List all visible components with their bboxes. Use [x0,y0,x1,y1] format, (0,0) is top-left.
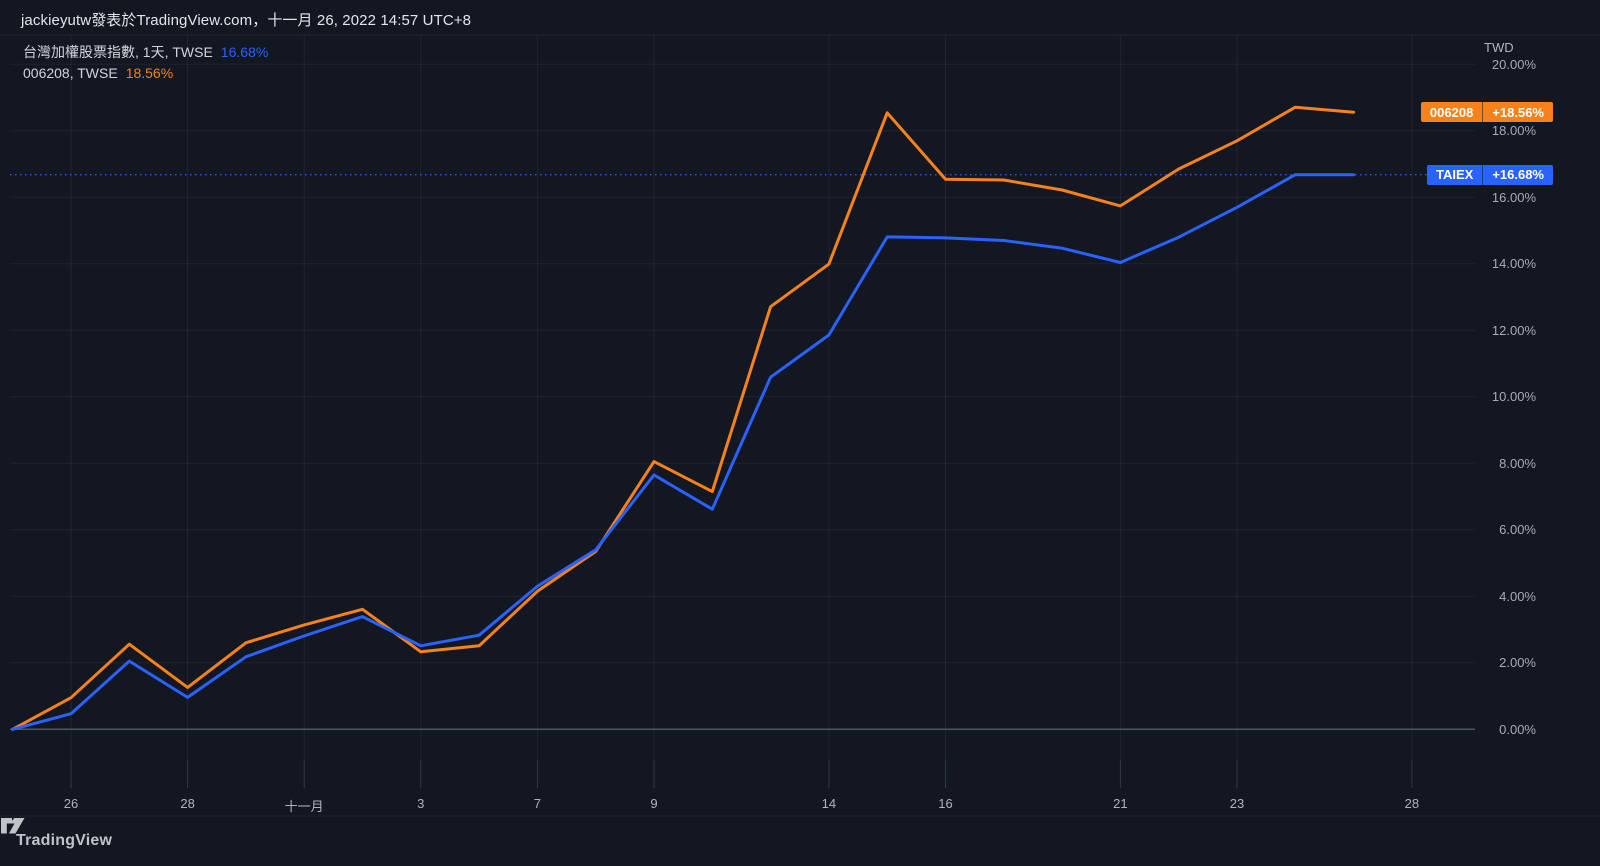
y-tick-label: 2.00% [1499,655,1536,671]
tradingview-logo-link[interactable]: TradingView [1,818,113,850]
x-tick-label: 28 [1404,796,1420,811]
chart-legend: 台灣加權股票指數, 1天, TWSE 16.68% 006208, TWSE 18.… [23,42,268,84]
taiex-line[interactable] [11,173,1356,731]
y-tick-label: 4.00% [1499,588,1536,604]
x-tick-label: 26 [63,796,79,811]
y-tick-label: 0.00% [1499,721,1536,737]
price-label-value: +18.56% [1482,102,1553,123]
price-label-symbol: 006208 [1429,104,1474,120]
x-tick-label: 14 [821,796,837,811]
legend-label: 006208, TWSE [23,65,118,81]
price-label-taiex: TAIEX +16.68% [1426,164,1553,185]
footer: TradingView [0,816,1600,866]
y-tick-label: 10.00% [1491,389,1536,405]
x-tick-label: 7 [533,796,542,811]
x-tick-label: 23 [1229,796,1245,811]
legend-item-006208[interactable]: 006208, TWSE 18.56% [23,63,268,84]
y-tick-label: 12.00% [1491,322,1536,338]
y-tick-label: 16.00% [1491,189,1536,205]
legend-change-value: 18.56% [125,65,174,81]
y-tick-label: 6.00% [1499,522,1536,538]
legend-change-value: 16.68% [220,44,269,60]
x-tick-label: 9 [650,796,658,811]
price-axis-currency: TWD [1484,40,1514,55]
y-tick-label: 14.00% [1491,256,1536,272]
x-tick-label: 3 [417,796,425,811]
tradingview-wordmark: TradingView [16,832,113,849]
price-label-value: +16.68% [1482,164,1553,185]
etf-006208-line[interactable] [11,105,1356,731]
publication-title[interactable]: jackieyutw發表於TradingView.com，十一月 26, 202… [21,12,472,29]
x-tick-label: 21 [1113,796,1128,811]
y-tick-label: 18.00% [1491,123,1536,139]
x-tick-label: 16 [938,796,953,811]
tradingview-icon [1,818,25,834]
x-tick-label: 十一月 [284,799,324,814]
legend-label: 台灣加權股票指數, 1天, TWSE [23,44,213,60]
price-label-symbol: TAIEX [1435,167,1474,183]
y-tick-label: 8.00% [1499,455,1536,471]
y-tick-label: 20.00% [1491,56,1536,72]
x-tick-label: 28 [180,796,195,811]
legend-item-taiex[interactable]: 台灣加權股票指數, 1天, TWSE 16.68% [23,42,268,63]
price-label-006208: 006208 +18.56% [1420,102,1553,123]
